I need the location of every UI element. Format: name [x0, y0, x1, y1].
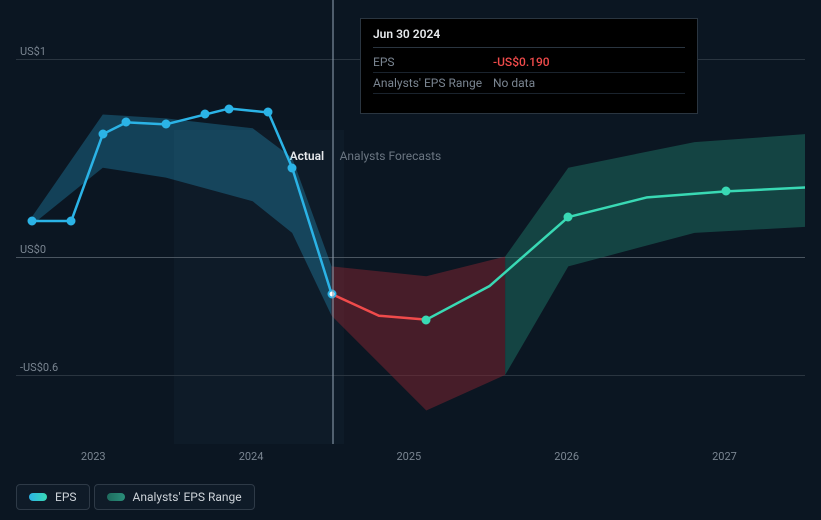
eps-data-point[interactable] [264, 108, 273, 117]
tooltip-range-label: Analysts' EPS Range [373, 76, 493, 90]
x-axis-label: 2024 [239, 450, 264, 463]
x-axis-label: 2026 [554, 450, 579, 463]
x-axis-label: 2023 [81, 450, 106, 463]
tooltip-row-eps: EPS -US$0.190 [373, 52, 685, 73]
tooltip-row-range: Analysts' EPS Range No data [373, 73, 685, 94]
legend-label-range: Analysts' EPS Range [133, 490, 242, 504]
legend-label-eps: EPS [55, 490, 77, 504]
chart-legend: EPS Analysts' EPS Range [16, 484, 255, 510]
legend-item-eps[interactable]: EPS [16, 484, 90, 510]
eps-band-forecast-neg [332, 257, 506, 411]
eps-data-point[interactable] [161, 120, 170, 129]
eps-data-point[interactable] [98, 130, 107, 139]
eps-data-point[interactable] [288, 163, 297, 172]
eps-data-point[interactable] [27, 217, 36, 226]
legend-swatch-range [107, 493, 125, 501]
legend-item-range[interactable]: Analysts' EPS Range [94, 484, 255, 510]
tooltip-range-value: No data [493, 76, 535, 90]
eps-data-point[interactable] [122, 118, 131, 127]
eps-data-point[interactable] [201, 110, 210, 119]
eps-chart: Jun 30 2024 EPS -US$0.190 Analysts' EPS … [16, 0, 805, 470]
x-axis-label: 2027 [712, 450, 737, 463]
eps-data-point[interactable] [225, 104, 234, 113]
eps-data-point[interactable] [422, 315, 431, 324]
eps-band-actual [32, 114, 332, 315]
eps-band-forecast-pos [505, 134, 805, 375]
eps-data-point[interactable] [564, 213, 573, 222]
tooltip-date: Jun 30 2024 [373, 27, 685, 48]
now-divider-line [332, 0, 334, 444]
eps-data-point[interactable] [722, 187, 731, 196]
chart-tooltip: Jun 30 2024 EPS -US$0.190 Analysts' EPS … [360, 18, 698, 114]
x-axis-label: 2025 [397, 450, 422, 463]
tooltip-eps-label: EPS [373, 55, 493, 69]
eps-data-point[interactable] [67, 217, 76, 226]
legend-swatch-eps [29, 493, 47, 501]
tooltip-eps-value: -US$0.190 [493, 55, 550, 69]
